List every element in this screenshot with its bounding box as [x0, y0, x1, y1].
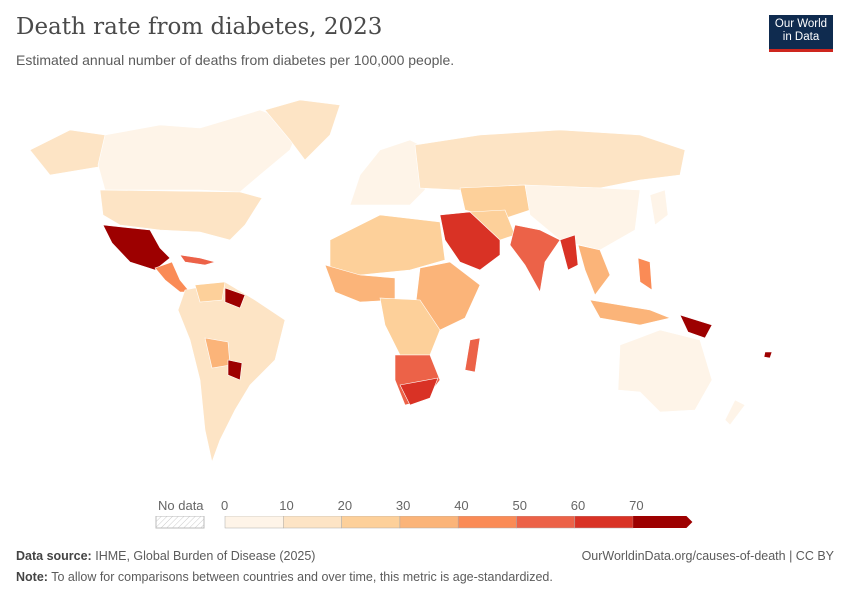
- legend-bin[interactable]: [457, 516, 517, 529]
- region-central-asia[interactable]: [459, 184, 531, 221]
- legend-bin[interactable]: [224, 516, 284, 529]
- region-caribbean[interactable]: [179, 254, 217, 266]
- legend-tick: 60: [570, 498, 586, 513]
- region-guyana-suriname[interactable]: [224, 287, 246, 309]
- legend-tick: 50: [512, 498, 527, 513]
- region-greenland[interactable]: [264, 99, 341, 161]
- legend-bin[interactable]: [574, 516, 634, 529]
- region-se-asia[interactable]: [577, 244, 611, 296]
- owid-logo[interactable]: Our World in Data: [769, 15, 833, 52]
- legend-bin[interactable]: [399, 516, 459, 529]
- color-legend: No data 0 10 20 30 40 50 60 70: [150, 498, 710, 538]
- chart-title: Death rate from diabetes, 2023: [16, 14, 383, 40]
- no-data-label: No data: [158, 498, 204, 513]
- chart-subtitle: Estimated annual number of deaths from d…: [16, 52, 455, 68]
- region-russia[interactable]: [414, 129, 686, 191]
- legend-tick: 40: [454, 498, 469, 513]
- region-usa[interactable]: [99, 189, 263, 241]
- region-central-america[interactable]: [154, 261, 191, 293]
- legend-tick: 20: [337, 498, 353, 513]
- legend-tick: 70: [629, 498, 644, 513]
- region-new-zealand[interactable]: [724, 399, 746, 426]
- region-canada[interactable]: [97, 109, 301, 193]
- legend-bin[interactable]: [283, 516, 342, 529]
- legend-bin[interactable]: [633, 516, 693, 528]
- region-india[interactable]: [509, 224, 561, 293]
- note: Note: To allow for comparisons between c…: [16, 570, 553, 584]
- region-philippines[interactable]: [637, 257, 653, 291]
- source-url[interactable]: OurWorldinData.org/causes-of-death | CC …: [581, 549, 834, 563]
- region-madagascar[interactable]: [464, 337, 481, 373]
- region-mexico[interactable]: [102, 224, 171, 271]
- legend-bin[interactable]: [516, 516, 576, 529]
- region-north-africa[interactable]: [329, 214, 446, 276]
- legend-tick: 30: [395, 498, 411, 513]
- region-pacific-islands[interactable]: [763, 351, 773, 359]
- region-png[interactable]: [679, 314, 713, 339]
- region-alaska[interactable]: [29, 129, 111, 176]
- region-australia[interactable]: [617, 329, 713, 413]
- region-paraguay[interactable]: [227, 359, 243, 381]
- legend-tick: 10: [279, 498, 294, 513]
- no-data-swatch: [155, 516, 205, 529]
- region-indonesia[interactable]: [589, 299, 671, 326]
- data-source: Data source: IHME, Global Burden of Dise…: [16, 549, 316, 563]
- legend-tick: 0: [221, 498, 229, 513]
- region-china[interactable]: [524, 184, 641, 251]
- legend-bar: [155, 516, 693, 529]
- region-japan[interactable]: [649, 189, 669, 226]
- legend-bin[interactable]: [341, 516, 401, 529]
- region-south-africa[interactable]: [399, 377, 439, 406]
- world-map: [29, 99, 773, 464]
- region-venezuela[interactable]: [194, 281, 226, 303]
- region-myanmar[interactable]: [559, 234, 579, 271]
